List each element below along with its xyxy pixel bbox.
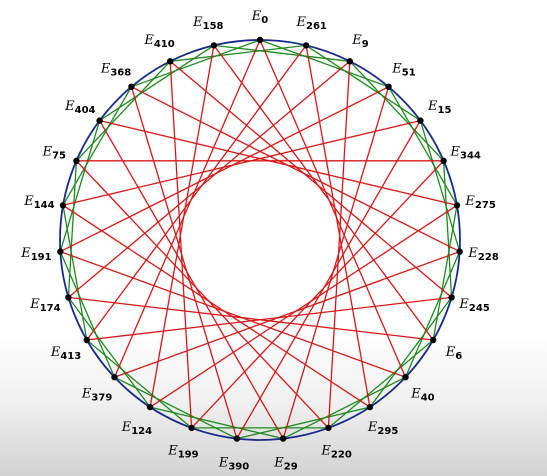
vertex-label: E220 [320, 444, 351, 461]
red-edge [131, 86, 460, 253]
vertex-label: E344 [450, 144, 481, 161]
red-edge [130, 86, 238, 439]
green-edge [327, 339, 434, 429]
red-edge [327, 61, 351, 428]
vertex-dot [73, 157, 80, 164]
red-edge [114, 250, 460, 378]
green-edge [259, 39, 389, 88]
vertex-dot [233, 435, 240, 442]
vertex-label: E75 [42, 144, 66, 161]
vertex-label: E15 [427, 99, 451, 116]
red-edge [86, 45, 307, 341]
vertex-label: E404 [64, 99, 95, 116]
vertex-label: E379 [81, 387, 112, 404]
vertex-dot [385, 83, 392, 91]
red-edge [191, 160, 445, 429]
red-edge [113, 39, 261, 378]
vertex-dot [280, 435, 287, 442]
vertex-label: E40 [410, 387, 434, 404]
green-edge [236, 406, 371, 440]
vertex-label: E275 [464, 194, 495, 211]
vertex-dot [167, 58, 174, 65]
vertex-dot [256, 36, 264, 44]
red-edge [60, 250, 406, 378]
green-edge [62, 205, 88, 341]
vertex-label: E228 [467, 246, 498, 263]
vertex-dot [440, 157, 447, 164]
red-edge [149, 45, 215, 408]
vertex-dot [430, 336, 437, 344]
vertex-label: E51 [391, 61, 415, 78]
vertex-label: E158 [192, 15, 223, 32]
red-edge [169, 61, 193, 428]
vertex-dot [366, 403, 374, 411]
green-edge [419, 120, 461, 252]
vertex-label: E191 [20, 246, 51, 263]
vertex-label: E29 [273, 456, 297, 473]
red-edge [99, 120, 284, 439]
vertex-dot [453, 202, 461, 209]
vertex-label: E9 [351, 33, 369, 50]
vertex-dot [302, 42, 310, 49]
red-edge [60, 86, 389, 253]
green-edges [59, 39, 461, 440]
red-edge [68, 296, 434, 341]
vertex-label: E245 [458, 297, 489, 314]
vertex-dot [146, 403, 154, 411]
vertex-dot [448, 294, 455, 301]
red-edge [305, 45, 371, 408]
vertex-dot [59, 202, 67, 209]
vertex-dot [111, 374, 118, 381]
vertex-labels: E0 E261 E9 E51 E15 E344 E275 E228 E245 E6 E40 E295 E… [20, 9, 499, 473]
red-edge [86, 296, 452, 341]
vertex-label: E410 [143, 33, 174, 50]
vertex-label: E261 [296, 15, 327, 32]
vertex-dot [83, 336, 91, 344]
red-edge [62, 204, 371, 408]
vertex-label: E174 [29, 297, 60, 314]
green-edge [86, 339, 193, 429]
vertex-label: E413 [50, 345, 81, 362]
vertex-dot [57, 248, 64, 255]
green-edge [432, 205, 458, 341]
vertex-dot [65, 294, 72, 301]
red-edge [149, 204, 458, 408]
vertex-dot [456, 248, 463, 255]
green-edge [213, 44, 350, 62]
red-edge [213, 45, 434, 341]
vertex-label: E368 [100, 61, 131, 78]
vertex-label: E6 [445, 345, 463, 362]
red-edge [62, 119, 421, 206]
vertex-dot [128, 83, 135, 91]
vertex-label: E199 [167, 444, 198, 461]
green-edge [59, 120, 101, 252]
vertex-dot [96, 117, 103, 124]
red-edges [60, 39, 460, 439]
vertex-label: E390 [218, 456, 249, 473]
red-edge [282, 86, 390, 439]
green-edge [170, 44, 307, 62]
vertex-label: E144 [23, 194, 54, 211]
vertex-dot [325, 424, 332, 432]
vertex-label: E124 [121, 420, 152, 437]
vertex-dots [57, 36, 463, 442]
red-edge [67, 60, 351, 298]
red-edge [169, 60, 453, 298]
vertex-dot [188, 424, 195, 432]
vertex-dot [402, 374, 409, 381]
vertex-dot [417, 117, 424, 124]
red-edge [99, 119, 458, 206]
vertex-dot [346, 58, 353, 65]
red-edge [236, 120, 421, 439]
green-edge [149, 406, 284, 440]
red-edge [75, 160, 329, 429]
vertex-label: E295 [367, 420, 398, 437]
vertex-dot [210, 42, 218, 49]
red-edge [259, 39, 407, 378]
vertex-label: E0 [251, 9, 269, 26]
